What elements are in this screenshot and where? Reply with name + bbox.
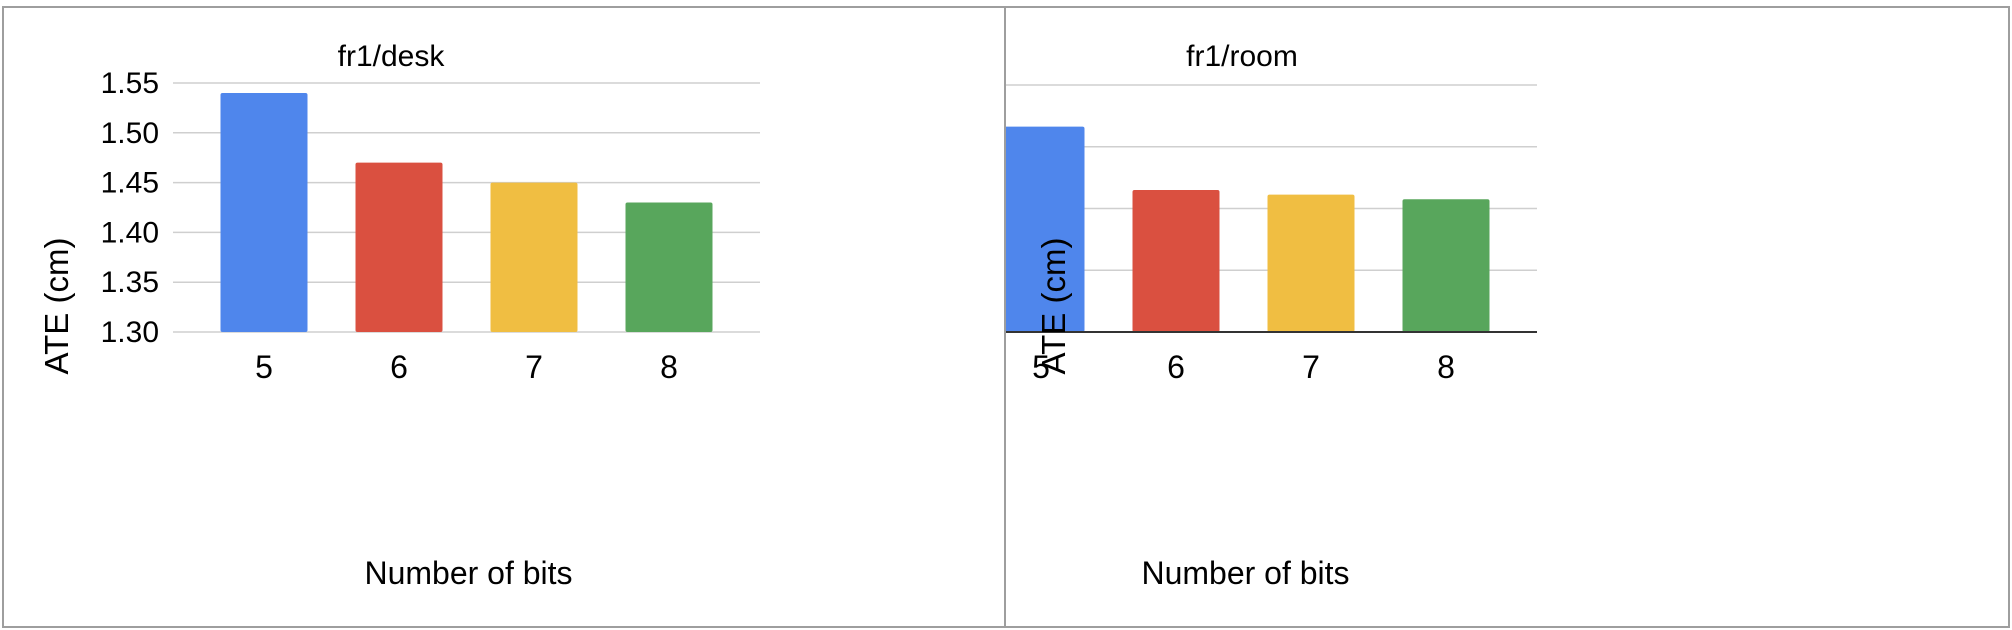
y-axis-label: ATE (cm) bbox=[1035, 238, 1072, 375]
bar-7 bbox=[1267, 194, 1355, 332]
bar-5 bbox=[1006, 126, 1085, 332]
x-tick-label: 8 bbox=[1437, 349, 1455, 385]
x-tick-label: 7 bbox=[1302, 349, 1320, 385]
y-axis-label: ATE (cm) bbox=[38, 238, 75, 375]
x-tick-label: 6 bbox=[390, 349, 408, 385]
plot-group: 1.30 1.35 1.40 1.45 1.50 1.55 5 6 7 8 fr1/desk Numb… bbox=[38, 40, 760, 591]
chart-title: fr1/room bbox=[1186, 40, 1298, 73]
y-tick-label: 1.40 bbox=[101, 216, 159, 249]
bar-8 bbox=[625, 202, 713, 332]
bar-6 bbox=[1132, 189, 1220, 332]
x-tick-label: 5 bbox=[1032, 349, 1050, 385]
y-tick-label: 1.50 bbox=[101, 117, 159, 150]
x-tick-label: 8 bbox=[660, 349, 678, 385]
y-tick-label: 1.55 bbox=[101, 67, 159, 100]
bar-chart-fr1-desk: 1.30 1.35 1.40 1.45 1.50 1.55 5 6 7 8 fr1/desk Numb… bbox=[38, 40, 760, 591]
x-tick-label: 6 bbox=[1167, 349, 1185, 385]
x-tick-label: 5 bbox=[255, 349, 273, 385]
bar-8 bbox=[1402, 199, 1490, 332]
bar-6 bbox=[355, 162, 443, 332]
y-tick-label: 1.30 bbox=[101, 316, 159, 349]
chart-title: fr1/desk bbox=[338, 40, 446, 73]
chart-panel-fr1-desk: 1.30 1.35 1.40 1.45 1.50 1.55 5 6 7 8 fr1/desk Numb… bbox=[2, 6, 1006, 628]
x-axis-label: Number of bits bbox=[1141, 555, 1349, 591]
bar-7 bbox=[490, 182, 578, 332]
x-tick-label: 7 bbox=[525, 349, 543, 385]
y-tick-label: 1.45 bbox=[101, 167, 159, 200]
bar-5 bbox=[220, 92, 308, 333]
x-axis-label: Number of bits bbox=[364, 555, 572, 591]
y-tick-label: 1.35 bbox=[101, 266, 159, 299]
